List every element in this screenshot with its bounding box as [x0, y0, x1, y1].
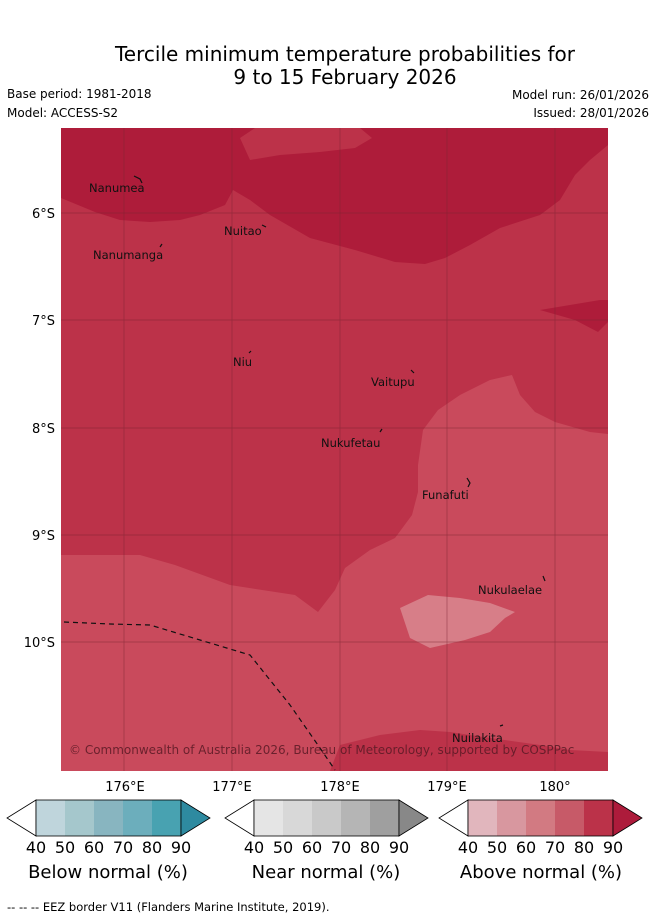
above-colorbar-segment	[526, 800, 555, 836]
below-colorbar-tick: 70	[113, 838, 133, 857]
above-70-region	[61, 375, 608, 771]
above-colorbar-max-extend	[612, 799, 643, 837]
above-90-east-region	[540, 300, 608, 332]
above-colorbar-tick: 90	[603, 838, 623, 857]
above-80-top-patch	[240, 128, 372, 160]
place-nukufetau: Nukufetau	[321, 436, 380, 450]
place-nuitao: Nuitao	[224, 224, 262, 238]
near-colorbar-segment	[341, 800, 370, 836]
above-colorbar-tick: 60	[516, 838, 536, 857]
below-colorbar-segment	[94, 800, 123, 836]
near-colorbar-segment	[312, 800, 341, 836]
lat-label-7s: 7°S	[32, 314, 55, 329]
lon-label-178e: 178°E	[320, 780, 360, 795]
near-colorbar-tick: 80	[360, 838, 380, 857]
lat-label-8s: 8°S	[32, 422, 55, 437]
above-colorbar-segment	[497, 800, 526, 836]
near-normal-label: Near normal (%)	[251, 862, 401, 883]
place-funafuti: Funafuti	[422, 488, 469, 502]
place-nukulaelae: Nukulaelae	[478, 583, 542, 597]
below-colorbar-tick: 80	[142, 838, 162, 857]
place-nuilakita: Nuilakita	[452, 731, 503, 745]
near-colorbar-tick: 40	[244, 838, 264, 857]
eez-footnote: -- -- -- EEZ border V11 (Flanders Marine…	[7, 900, 330, 914]
below-colorbar-min-extend	[6, 799, 37, 837]
lon-label-179e: 179°E	[427, 780, 467, 795]
above-60-patch	[400, 595, 515, 648]
base-period-label: Base period: 1981-2018	[7, 87, 152, 101]
map-field	[61, 128, 608, 771]
model-label: Model: ACCESS-S2	[7, 106, 119, 120]
below-normal-label: Below normal (%)	[28, 862, 188, 883]
near-colorbar-max-extend	[398, 799, 429, 837]
copyright-notice: © Commonwealth of Australia 2026, Bureau…	[69, 743, 574, 757]
below-colorbar-segment	[123, 800, 152, 836]
above-colorbar-tick: 40	[458, 838, 478, 857]
issued-label: Issued: 28/01/2026	[533, 106, 649, 120]
above-colorbar-segment	[555, 800, 584, 836]
lon-label-177e: 177°E	[212, 780, 252, 795]
near-colorbar-min-extend	[224, 799, 255, 837]
below-colorbar-tick: 50	[55, 838, 75, 857]
grid-lines	[61, 128, 608, 771]
below-colorbar-segment	[36, 800, 65, 836]
below-colorbar-max-extend	[180, 799, 211, 837]
model-run-label: Model run: 26/01/2026	[511, 88, 649, 102]
lat-label-6s: 6°S	[32, 207, 55, 222]
above-colorbar-segment	[584, 800, 613, 836]
above-colorbar-tick: 80	[574, 838, 594, 857]
above-colorbar-min-extend	[438, 799, 469, 837]
below-colorbar-segment	[65, 800, 94, 836]
near-colorbar-tick: 60	[302, 838, 322, 857]
lon-label-176e: 176°E	[105, 780, 145, 795]
above-colorbar-segment	[468, 800, 497, 836]
colorbar-group: 40 50 60 70 80 90 40 50 60 70 80 90 40 50 60 70 80 90	[6, 799, 643, 857]
eez-border-line	[63, 621, 336, 771]
place-nanumanga: Nanumanga	[93, 248, 163, 262]
below-colorbar-segment	[152, 800, 181, 836]
place-vaitupu: Vaitupu	[371, 375, 415, 389]
below-colorbar-tick: 90	[171, 838, 191, 857]
above-90-north-region	[61, 128, 608, 264]
above-colorbar-tick: 50	[487, 838, 507, 857]
island-outlines	[133, 175, 546, 727]
above-normal-label: Above normal (%)	[459, 862, 623, 883]
lat-label-10s: 10°S	[24, 636, 55, 651]
near-colorbar-segment	[370, 800, 399, 836]
lon-label-180: 180°	[539, 780, 570, 795]
chart-title-line-2: 9 to 15 February 2026	[233, 65, 457, 89]
above-colorbar-tick: 70	[545, 838, 565, 857]
near-colorbar-tick: 50	[273, 838, 293, 857]
above-80-south-patch	[330, 730, 608, 771]
near-colorbar-tick: 70	[331, 838, 351, 857]
place-nanumea: Nanumea	[89, 181, 145, 195]
chart-title-line-1: Tercile minimum temperature probabilitie…	[114, 42, 576, 66]
lat-label-9s: 9°S	[32, 529, 55, 544]
below-colorbar-tick: 40	[26, 838, 46, 857]
near-colorbar-segment	[283, 800, 312, 836]
below-colorbar-tick: 60	[84, 838, 104, 857]
near-colorbar-tick: 90	[389, 838, 409, 857]
near-colorbar-segment	[254, 800, 283, 836]
place-niu: Niu	[233, 355, 252, 369]
